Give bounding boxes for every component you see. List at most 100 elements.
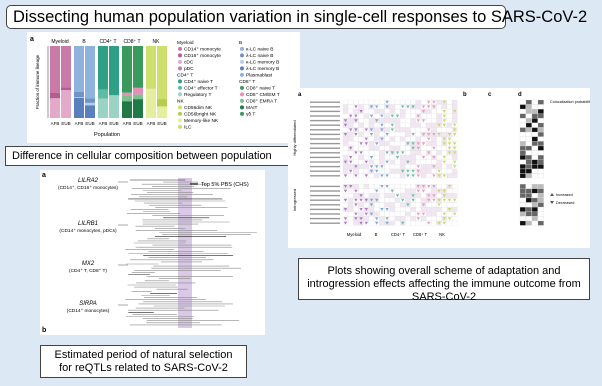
cell [368, 122, 375, 128]
cell [358, 188, 364, 194]
cell [342, 164, 349, 169]
legend-item: CD14⁺ monocyte [184, 47, 221, 53]
cell [342, 145, 349, 151]
prob-cell [519, 127, 526, 133]
cell [446, 155, 453, 160]
effect [421, 110, 426, 113]
cell [379, 141, 385, 146]
effect [359, 217, 363, 221]
effect [421, 119, 426, 123]
cell [379, 132, 385, 137]
effect [432, 165, 436, 169]
prob-cell [525, 184, 532, 189]
cell [348, 207, 354, 212]
prob-cell [525, 113, 532, 119]
cell [436, 109, 442, 114]
gene-name: SIRPA [79, 301, 97, 307]
population-label: AFB [123, 121, 132, 126]
cell [426, 113, 432, 119]
cell [389, 173, 395, 179]
cell [410, 118, 416, 123]
effect [427, 100, 431, 104]
legend-label: Increased [556, 193, 573, 197]
effect [380, 165, 384, 169]
cell [405, 113, 411, 119]
cell [394, 136, 401, 142]
effect [421, 105, 426, 109]
cell [452, 99, 458, 105]
cell [436, 211, 442, 217]
prob-cell [519, 99, 526, 105]
cell [420, 136, 427, 142]
cell [415, 136, 421, 142]
effect [354, 119, 358, 123]
cell [415, 109, 421, 114]
prob-cell [531, 155, 538, 160]
label-stub [310, 133, 340, 136]
cell [358, 155, 364, 160]
effect [380, 114, 384, 118]
effect [343, 208, 348, 211]
cell [394, 104, 401, 110]
cell [415, 104, 421, 110]
cell [431, 118, 437, 123]
effect [369, 212, 374, 216]
cell [394, 211, 401, 217]
effect [437, 198, 441, 202]
effect [364, 174, 368, 178]
label-stub [310, 110, 340, 113]
cell [358, 122, 364, 128]
label-stub [310, 199, 340, 201]
cell [452, 220, 458, 226]
prob-cell [525, 122, 532, 128]
cell [342, 211, 349, 217]
legend-label: Top 5% PBS (CHS) [201, 182, 249, 188]
cell [374, 136, 380, 142]
legend-swatch [240, 72, 244, 77]
prob-cell [531, 168, 538, 174]
cell [368, 207, 375, 212]
prob-cell [519, 132, 526, 137]
effect [411, 169, 415, 173]
prob-cell [537, 109, 544, 114]
legend-item: CD8⁺ CM/EM T [246, 92, 280, 98]
cell [431, 159, 437, 165]
cell [410, 211, 416, 217]
effect [364, 221, 368, 225]
cell [384, 155, 390, 160]
cell [420, 99, 427, 105]
legend-swatch [240, 92, 244, 97]
bar-segment [109, 46, 119, 96]
cell [389, 132, 395, 137]
cell [389, 109, 395, 114]
effect [416, 174, 420, 178]
panel-label: b [463, 92, 467, 98]
effect [354, 203, 358, 207]
legend-group: Myeloid [177, 40, 194, 46]
bar-segment [133, 87, 143, 95]
effect [390, 151, 394, 155]
cell [348, 216, 354, 221]
cell [420, 216, 427, 221]
cell [379, 197, 385, 203]
cell [368, 173, 375, 179]
label-stub [310, 222, 340, 224]
cell [400, 132, 406, 137]
label-stub [310, 190, 340, 192]
bar-segment [85, 98, 95, 103]
cell [410, 216, 416, 221]
cell [400, 216, 406, 221]
effect [442, 114, 446, 118]
cell [358, 145, 364, 151]
cell [363, 150, 369, 156]
cell [379, 216, 385, 221]
cell [379, 99, 385, 105]
cell [342, 127, 349, 133]
prob-cell [537, 220, 544, 226]
cell [452, 202, 458, 208]
cell [452, 136, 458, 142]
cell [446, 113, 453, 119]
cell [420, 193, 427, 198]
gene-name: LILRA2 [78, 178, 99, 184]
cell [405, 216, 411, 221]
